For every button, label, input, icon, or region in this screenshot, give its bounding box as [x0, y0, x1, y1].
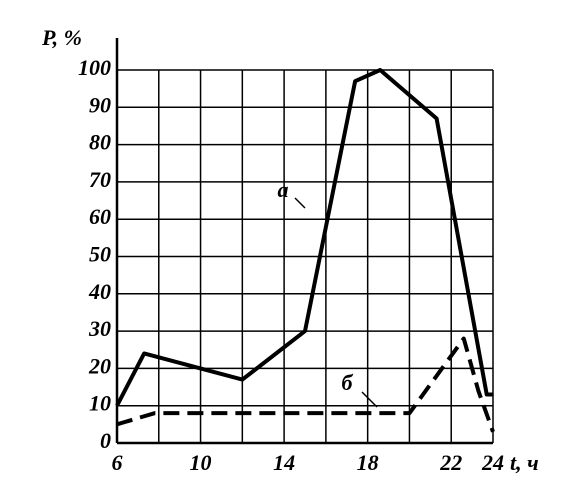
y-tick-label: 80: [89, 130, 111, 155]
x-tick-label: 18: [357, 450, 379, 475]
series-label: а: [278, 177, 289, 202]
y-tick-label: 100: [78, 55, 111, 80]
y-tick-label: 90: [89, 92, 111, 117]
y-tick-label: 10: [89, 391, 111, 416]
x-tick-label: 14: [273, 450, 295, 475]
y-tick-label: 0: [100, 428, 111, 453]
series-label: б: [342, 370, 354, 395]
series-line: [115, 68, 493, 407]
x-tick-label: 6: [112, 450, 123, 475]
leader-line: [361, 391, 378, 408]
y-tick-label: 60: [89, 204, 111, 229]
x-tick-label: 24: [481, 450, 504, 475]
series-line: [116, 336, 495, 433]
y-tick-label: 50: [89, 242, 111, 267]
y-axis-label: P, %: [41, 25, 82, 50]
y-tick-label: 70: [89, 167, 111, 192]
x-tick-label: 22: [439, 450, 462, 475]
y-tick-label: 20: [88, 353, 111, 378]
leader-line: [294, 197, 306, 209]
x-axis-label: t, ч: [510, 450, 539, 475]
y-tick-label: 40: [88, 279, 111, 304]
y-tick-label: 30: [88, 316, 111, 341]
x-tick-label: 10: [190, 450, 212, 475]
